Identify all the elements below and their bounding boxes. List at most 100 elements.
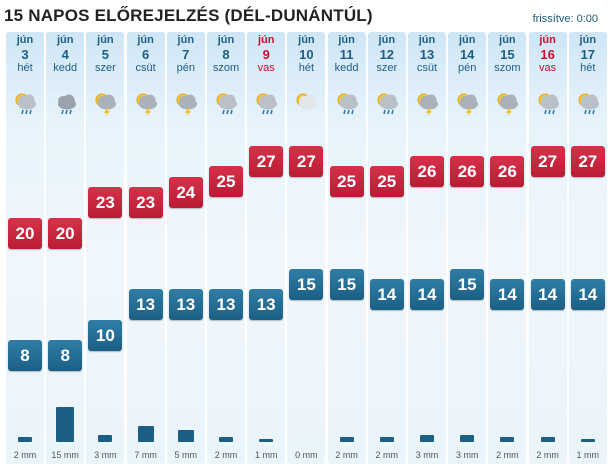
- day-column[interactable]: jún 13 csüt 26 14 3 mm: [408, 32, 446, 464]
- weekday-label: hét: [17, 62, 33, 74]
- high-temp-badge: 25: [369, 166, 404, 198]
- day-header: jún 8 szom: [207, 32, 245, 88]
- day-number: 14: [459, 47, 475, 62]
- rain-sun-icon: [253, 90, 279, 116]
- day-column[interactable]: jún 10 hét 27 15 0 mm: [287, 32, 326, 464]
- low-temp-badge: 14: [530, 278, 565, 310]
- high-temp-badge: 20: [48, 217, 83, 249]
- storm-sun-icon: [414, 90, 440, 117]
- month-label: jún: [499, 34, 516, 46]
- rain-sun-icon: [575, 90, 601, 116]
- day-number: 13: [419, 47, 435, 62]
- precip-bar: [580, 439, 595, 442]
- precip-label: 2 mm: [496, 450, 519, 460]
- storm-sun-icon: [173, 90, 199, 117]
- precip-bar: [259, 439, 274, 442]
- low-temp-badge: 15: [289, 268, 324, 300]
- precip-bar: [460, 435, 475, 442]
- high-temp-badge: 23: [128, 186, 163, 218]
- day-header: jún 17 hét: [569, 32, 607, 88]
- storm-sun-icon: [133, 90, 159, 117]
- precip-label: 15 mm: [51, 450, 79, 460]
- day-header: jún 9 vas: [247, 32, 285, 88]
- rain-sun-icon: [374, 90, 400, 116]
- day-column[interactable]: jún 14 pén 26 15 3 mm: [448, 32, 487, 464]
- precip-bar: [420, 435, 434, 442]
- day-number: 11: [339, 47, 354, 62]
- day-header: jún 14 pén: [448, 32, 486, 88]
- precip-bar: [18, 437, 32, 442]
- day-column[interactable]: jún 5 szer 23 10 3 mm: [86, 32, 125, 464]
- day-number: 7: [182, 47, 190, 62]
- weekday-label: pén: [176, 62, 195, 74]
- weekday-label: szom: [494, 62, 521, 74]
- low-temp-badge: 15: [329, 268, 364, 300]
- rain-sun-icon: [334, 90, 360, 116]
- weekday-label: hét: [580, 62, 596, 74]
- low-temp-badge: 15: [450, 268, 485, 300]
- weekday-label: hét: [298, 62, 315, 74]
- month-label: jún: [137, 34, 154, 46]
- precip-bar: [56, 407, 75, 442]
- day-column[interactable]: jún 9 vas 27 13 1 mm: [247, 32, 286, 464]
- low-temp-badge: 13: [128, 288, 163, 320]
- precip-label: 1 mm: [576, 450, 600, 460]
- high-temp-badge: 26: [450, 156, 485, 188]
- month-label: jún: [177, 34, 195, 46]
- updated-label: frissítve: 0:00: [532, 13, 598, 25]
- day-column[interactable]: jún 8 szom 25 13 2 mm: [207, 32, 245, 464]
- day-number: 4: [61, 47, 69, 62]
- day-column[interactable]: jún 7 pén 24 13 5 mm: [166, 32, 205, 464]
- day-column[interactable]: jún 11 kedd 25 15 2 mm: [327, 32, 366, 464]
- low-temp-badge: 14: [410, 278, 444, 310]
- precip-bar: [219, 437, 233, 442]
- day-number: 5: [101, 47, 109, 62]
- precip-label: 3 mm: [415, 450, 439, 460]
- low-temp-badge: 13: [168, 288, 203, 320]
- high-temp-badge: 26: [410, 156, 444, 188]
- precip-label: 2 mm: [13, 450, 37, 460]
- day-column[interactable]: jún 16 vas 27 14 2 mm: [528, 32, 567, 464]
- weekday-label: csüt: [416, 62, 438, 74]
- precip-label: 1 mm: [254, 450, 278, 460]
- month-label: jún: [338, 34, 355, 46]
- precip-label: 3 mm: [455, 450, 479, 460]
- weekday-label: pén: [458, 62, 477, 74]
- day-column[interactable]: jún 3 hét 20 8 2 mm: [6, 32, 44, 464]
- precip-bar: [98, 435, 113, 442]
- precip-bar: [137, 425, 154, 442]
- day-column[interactable]: jún 17 hét 27 14 1 mm: [568, 32, 607, 464]
- day-number: 12: [379, 47, 395, 62]
- month-label: jún: [16, 34, 34, 46]
- page-title: 15 NAPOS ELŐREJELZÉS (DÉL-DUNÁNTÚL): [4, 6, 373, 25]
- day-number: 10: [299, 47, 314, 62]
- precip-label: 3 mm: [94, 450, 117, 460]
- precip-label: 2 mm: [214, 450, 238, 460]
- day-number: 15: [500, 47, 515, 62]
- month-label: jún: [257, 34, 275, 46]
- day-number: 17: [580, 47, 596, 62]
- day-header: jún 11 kedd: [328, 32, 366, 88]
- day-column[interactable]: jún 15 szom 26 14 2 mm: [488, 32, 527, 464]
- high-temp-badge: 27: [530, 146, 565, 177]
- day-number: 8: [222, 47, 230, 62]
- high-temp-badge: 27: [289, 146, 324, 177]
- high-temp-badge: 27: [249, 146, 284, 177]
- day-column[interactable]: jún 4 kedd 20 8 15 mm: [46, 32, 85, 464]
- month-label: jún: [56, 34, 74, 46]
- rain-sun-icon: [535, 90, 561, 116]
- day-header: jún 4 kedd: [46, 32, 84, 88]
- rain-cloud-icon: [52, 90, 78, 116]
- day-header: jún 10 hét: [287, 32, 325, 88]
- weekday-label: vas: [257, 62, 275, 74]
- day-column[interactable]: jún 12 szer 25 14 2 mm: [367, 32, 406, 464]
- high-temp-badge: 20: [8, 217, 42, 249]
- day-number: 9: [262, 47, 270, 62]
- day-header: jún 3 hét: [6, 32, 44, 88]
- low-temp-badge: 13: [209, 288, 243, 320]
- month-label: jún: [418, 34, 436, 46]
- month-label: jún: [298, 34, 315, 46]
- day-column[interactable]: jún 6 csüt 23 13 7 mm: [126, 32, 165, 464]
- precip-bar: [500, 437, 515, 442]
- high-temp-badge: 25: [329, 166, 364, 198]
